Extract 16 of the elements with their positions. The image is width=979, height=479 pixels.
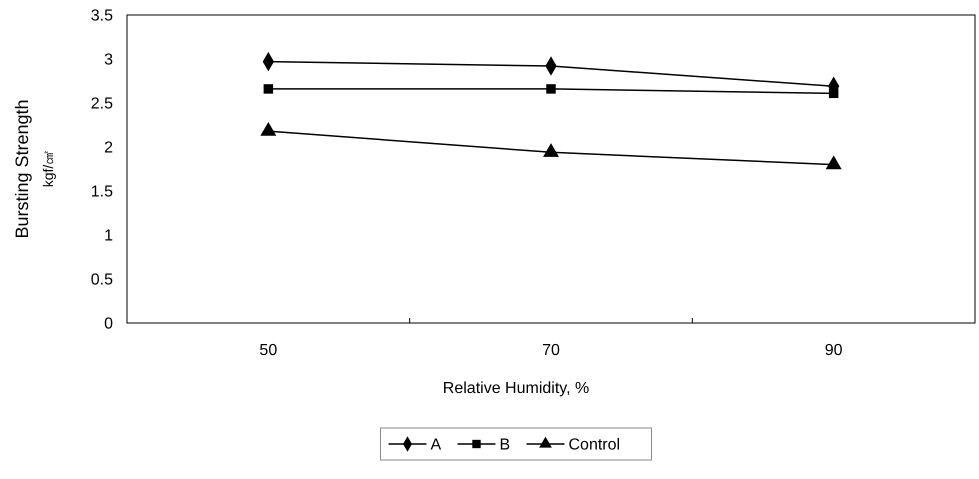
legend-label: B xyxy=(500,436,510,454)
x-tick-label: 90 xyxy=(824,342,843,359)
y-axis-title: Bursting Strength kgf/㎠ xyxy=(12,99,56,239)
y-tick-label: 0.5 xyxy=(90,272,114,289)
y-tick-label: 2.5 xyxy=(90,96,114,113)
legend-label: Control xyxy=(568,436,620,454)
y-tick-label: 2 xyxy=(104,140,114,157)
legend-label: A xyxy=(430,436,442,454)
x-tick-label: 50 xyxy=(259,342,278,359)
y-tick-label: 3 xyxy=(104,52,114,69)
x-axis-title: Relative Humidity, % xyxy=(442,380,590,397)
y-tick-label: 3.5 xyxy=(90,8,114,25)
y-tick-label: 1 xyxy=(104,228,114,245)
y-tick-label: 0 xyxy=(104,316,114,333)
y-tick-label: 1.5 xyxy=(90,184,114,201)
x-tick-label: 70 xyxy=(542,342,560,359)
